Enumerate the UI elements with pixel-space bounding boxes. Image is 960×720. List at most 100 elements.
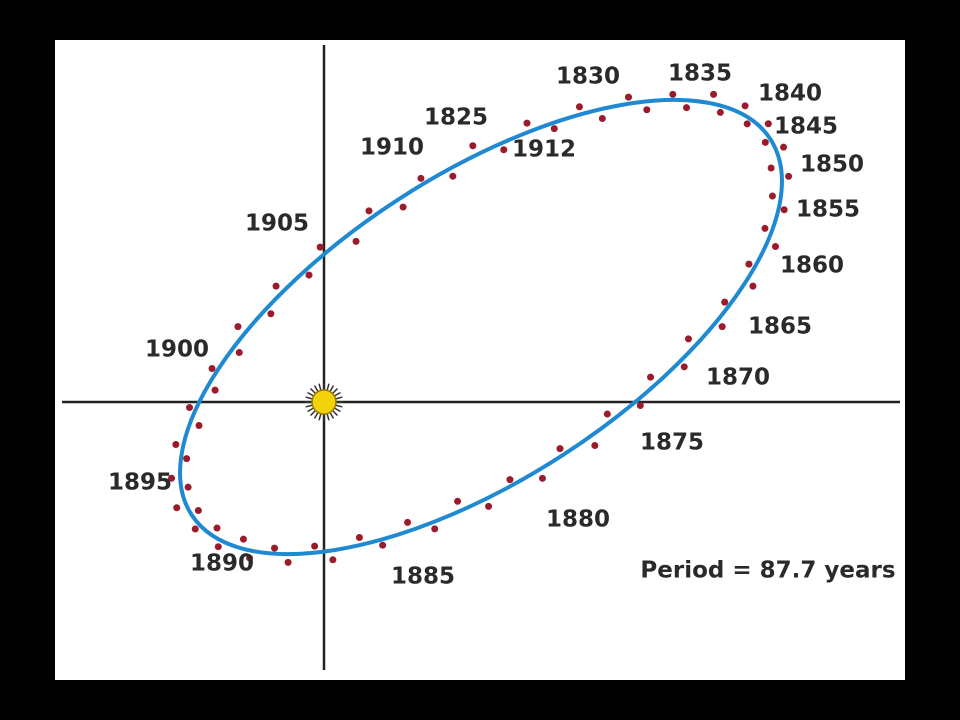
orbit-dot [721,298,729,306]
orbit-dot [214,543,222,551]
sun-ray [334,407,341,413]
orbit-dot [767,164,775,172]
orbit-dot [556,445,564,453]
year-label: 1905 [245,211,309,237]
orbit-dot [267,310,275,318]
orbit-dot [195,421,203,429]
sun-ray [335,404,343,408]
orbit-dot [246,554,254,562]
orbit-dot [768,192,776,200]
orbit-dot [743,120,751,128]
orbit-dot [538,474,546,482]
year-label: 1900 [145,337,209,363]
year-label: 1840 [758,81,822,107]
orbit-dot [235,348,243,356]
year-label: 1870 [706,365,770,391]
year-label: 1860 [780,253,844,279]
orbit-dot [575,103,583,111]
year-label: 1895 [108,470,172,496]
year-label: 1835 [668,61,732,87]
year-label: 1830 [556,64,620,90]
orbit-dot [785,172,793,180]
orbit-dot [643,106,651,114]
orbit-dot [417,174,425,182]
sun-ray [334,391,341,397]
orbit-dot [271,544,279,552]
orbit-dot [716,108,724,116]
sun-ray [335,396,343,400]
year-label: 1910 [360,135,424,161]
orbit-dot [718,323,726,331]
orbit-dot [172,441,180,449]
year-label: 1885 [391,564,455,590]
sun-ray [313,385,319,392]
orbit-dot [449,172,457,180]
sun-ray [310,388,317,395]
orbit-dot [684,335,692,343]
sun-ray [331,409,338,416]
sun-ray [310,409,317,416]
orbit-dot [749,282,757,290]
orbit-dot [771,243,779,251]
orbit-dot [485,502,493,510]
orbit-dot [183,455,191,463]
sun-ray [305,396,313,400]
year-label: 1825 [424,105,488,131]
orbit-dot [379,541,387,549]
orbit-dot [598,114,606,122]
orbit-dot [647,373,655,381]
orbit-dot [311,542,319,550]
year-label: 1855 [796,197,860,223]
orbit-dot [636,402,644,410]
orbit-dot [669,90,677,98]
orbit-dot [305,271,313,279]
sun-ray [305,404,313,408]
sun-ray [318,413,322,421]
orbit-dot [168,474,176,482]
orbit-dot [365,207,373,215]
orbit-dot [355,533,363,541]
orbit-dot [591,441,599,449]
orbit-dot [194,507,202,515]
year-label: 1912 [512,137,576,163]
orbit-dot [329,556,337,564]
orbit-dot [780,206,788,214]
year-label: 1890 [190,551,254,577]
sun-ray [329,385,335,392]
orbit-dot [745,260,753,268]
orbit-dot [625,93,633,101]
orbit [178,97,784,557]
orbit-dot [208,364,216,372]
orbit-dot [454,497,462,505]
sun-ray [326,413,330,421]
orbit-dot [710,90,718,98]
orbit-dot [741,102,749,110]
orbit-dot [761,138,769,146]
orbit-dot [284,558,292,566]
sun-ray [318,383,322,391]
orbit-dot [603,410,611,418]
dots [168,90,793,566]
orbit-dot [191,525,199,533]
year-label: 1880 [546,507,610,533]
year-label: 1850 [800,152,864,178]
orbit-dot [404,518,412,526]
orbit-dot [550,125,558,133]
orbit-dot [213,524,221,532]
sun-disc [311,389,337,415]
orbit-dot [500,146,508,154]
labels: 1830 1835 1840 1845 1850 1855 1860 1865 1870 1875… [108,61,864,590]
sun-ray [307,407,314,413]
sun-ray [313,412,319,419]
orbit-dot [683,104,691,112]
sun-ray [331,388,338,395]
orbit-dot [764,120,772,128]
year-label: 1865 [748,314,812,340]
orbit-dot [316,243,324,251]
orbit-dot [239,535,247,543]
orbit-dot [761,224,769,232]
orbit-dot [211,386,219,394]
orbit-dot [506,476,514,484]
